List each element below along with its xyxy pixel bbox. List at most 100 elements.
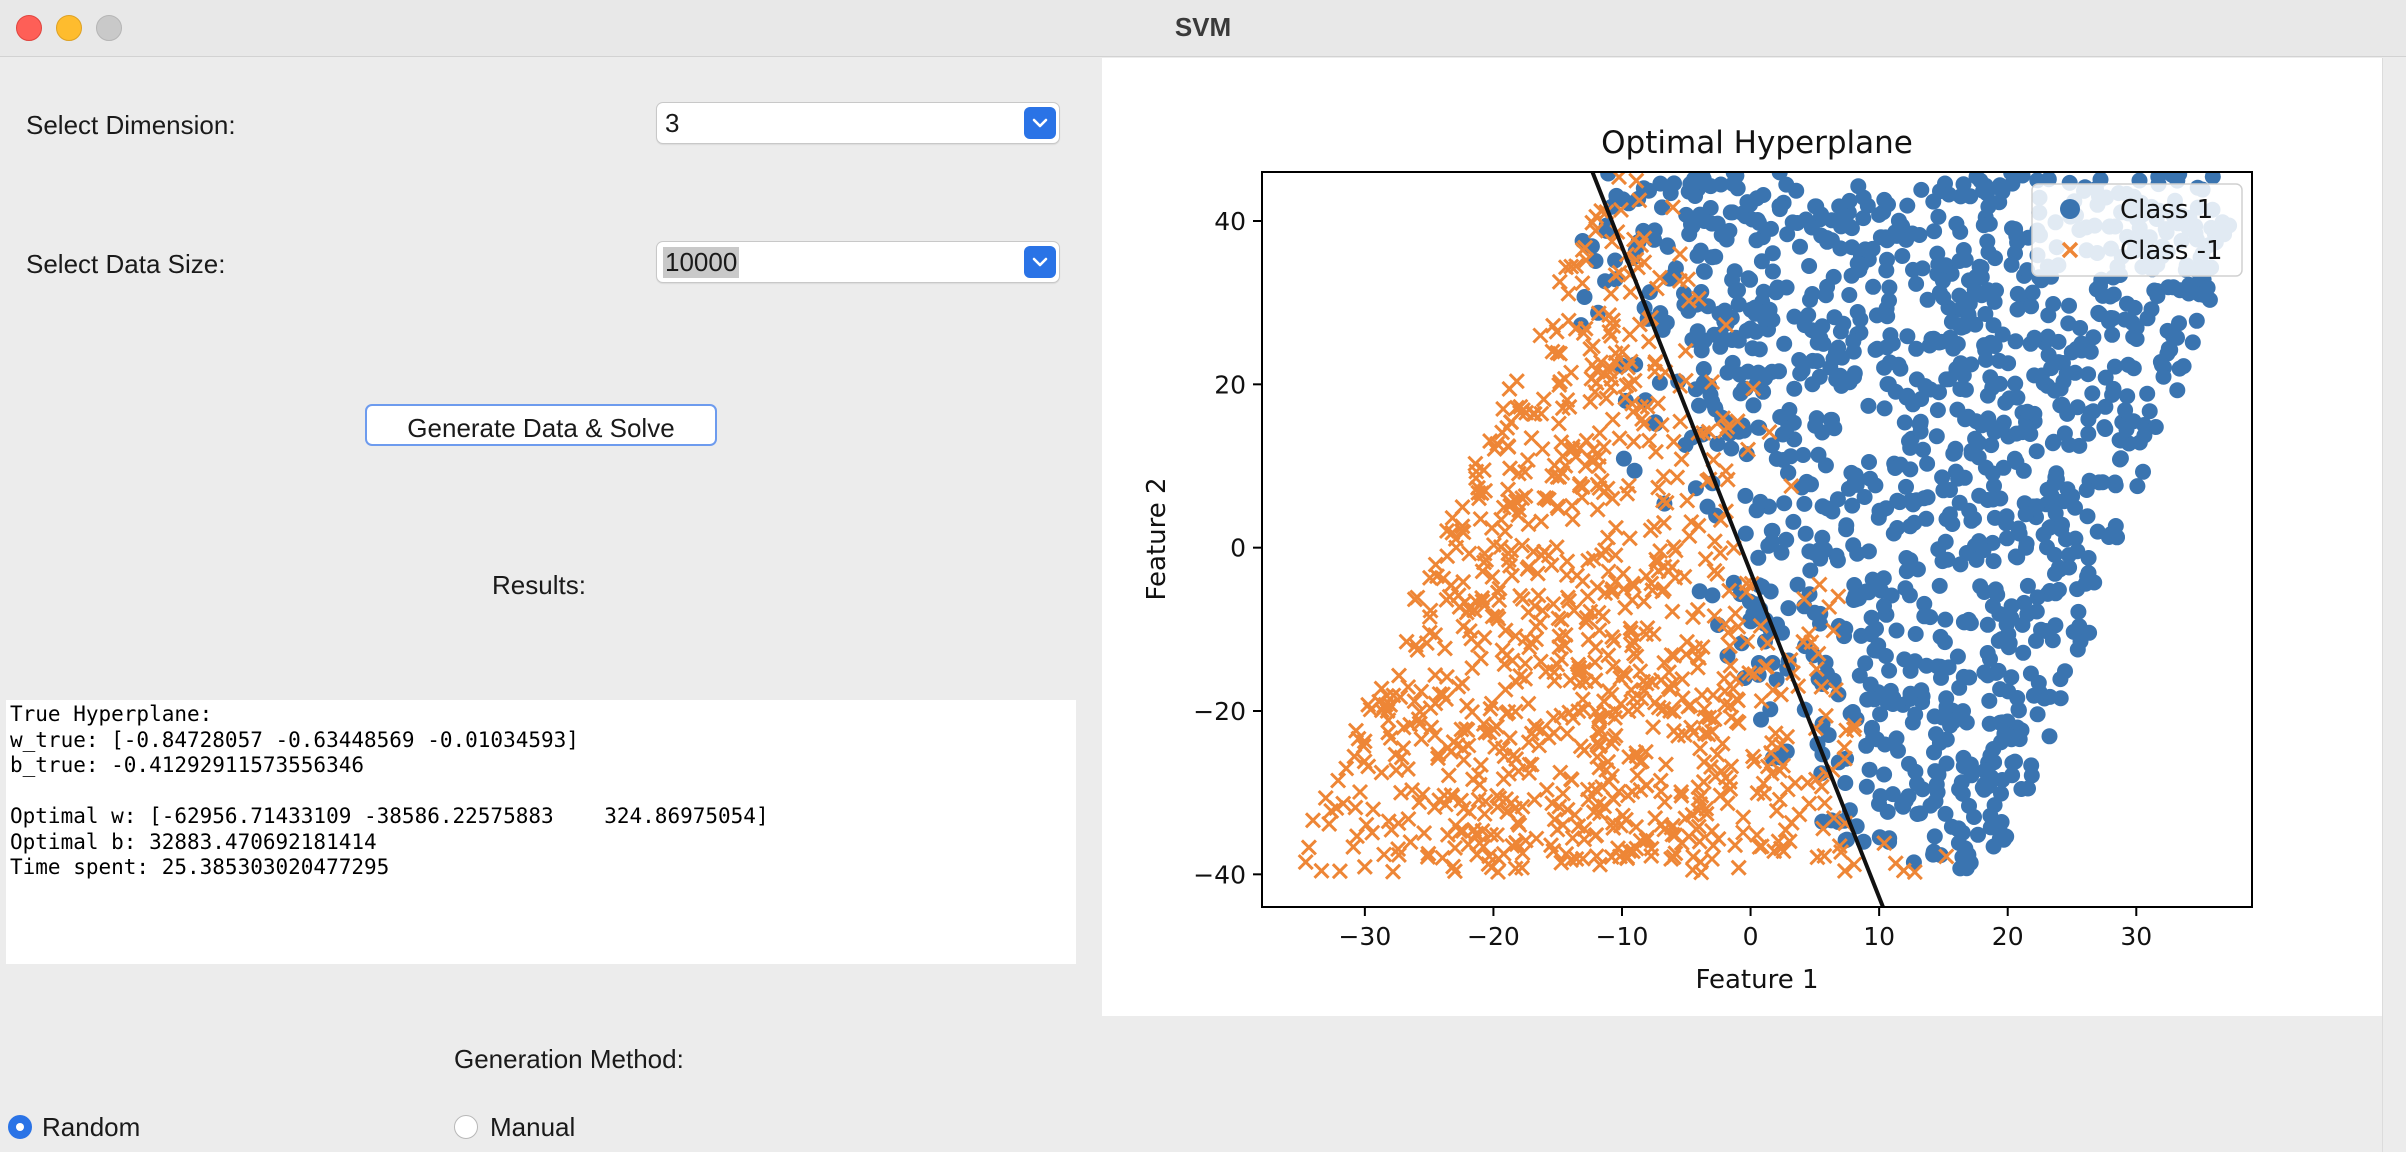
class-1-point <box>1652 175 1669 192</box>
class-neg-1-point <box>1681 528 1698 545</box>
class-1-point <box>2082 343 2099 360</box>
class-1-point <box>1977 306 1994 322</box>
generate-solve-button[interactable]: Generate Data & Solve <box>365 404 717 446</box>
class-neg-1-point <box>1712 544 1729 562</box>
class-neg-1-point <box>1500 765 1518 782</box>
class-neg-1-point <box>1591 737 1609 754</box>
manual-radio[interactable] <box>454 1115 478 1139</box>
class-1-point <box>2047 505 2064 522</box>
class-neg-1-point <box>1571 440 1589 457</box>
class-1-point <box>1813 206 1830 223</box>
class-1-point <box>2124 314 2141 331</box>
results-line: Optimal b: 32883.470692181414 <box>10 829 377 854</box>
class-1-point <box>1852 311 1869 328</box>
class-1-point <box>2003 256 2020 273</box>
class-neg-1-point <box>1483 695 1500 712</box>
class-1-point <box>1896 414 1913 431</box>
class-1-point <box>1890 356 1907 373</box>
class-neg-1-point <box>1438 522 1456 539</box>
class-1-point <box>1991 194 2008 211</box>
class-1-point <box>1907 626 1924 642</box>
class-1-point <box>1927 763 1944 780</box>
class-1-point <box>2204 172 2221 185</box>
class-neg-1-point <box>1677 810 1694 827</box>
class-1-point <box>1796 317 1813 334</box>
class-neg-1-point <box>1679 492 1696 509</box>
data-size-select[interactable]: 10000 <box>656 241 1060 283</box>
class-neg-1-point <box>1625 231 1643 248</box>
class-1-point <box>2162 341 2179 358</box>
class-1-point <box>1851 667 1868 684</box>
class-1-point <box>1797 525 1814 542</box>
class-neg-1-point <box>1831 838 1848 855</box>
manual-radio-label[interactable]: Manual <box>490 1112 576 1142</box>
class-neg-1-point <box>1427 695 1444 712</box>
class-1-point <box>1928 428 1945 445</box>
class-1-point <box>1802 291 1818 308</box>
y-tick-label: 40 <box>1214 207 1246 236</box>
minimize-window-button[interactable] <box>56 15 82 41</box>
class-1-point <box>1901 755 1917 772</box>
class-1-point <box>1763 220 1779 237</box>
class-neg-1-point <box>1757 658 1774 675</box>
class-neg-1-point <box>1577 320 1594 337</box>
class-1-point <box>1985 553 2002 570</box>
class-neg-1-point <box>1436 640 1453 657</box>
class-neg-1-point <box>1532 327 1549 344</box>
class-1-point <box>2108 529 2125 545</box>
class-1-point <box>2001 727 2017 744</box>
class-1-point <box>2063 344 2080 361</box>
class-1-point <box>2080 366 2097 383</box>
class-1-point <box>1740 363 1756 380</box>
zoom-window-button[interactable] <box>96 15 122 41</box>
class-1-point <box>1898 563 1915 580</box>
class-1-point <box>2097 369 2114 386</box>
chevron-down-icon[interactable] <box>1024 246 1056 278</box>
class-neg-1-point <box>1656 793 1673 811</box>
random-radio[interactable] <box>8 1115 32 1139</box>
random-radio-label[interactable]: Random <box>42 1112 141 1142</box>
class-1-point <box>2023 298 2040 315</box>
class-neg-1-point <box>1735 809 1752 826</box>
class-neg-1-point <box>1563 364 1580 381</box>
class-neg-1-point <box>1453 721 1470 738</box>
x-tick-label: 30 <box>2120 922 2152 951</box>
class-1-point <box>1937 533 1954 550</box>
data-size-select-value[interactable]: 10000 <box>663 247 740 278</box>
class-1-point <box>1695 374 1712 391</box>
legend-x-marker <box>2061 241 2079 259</box>
class-1-point <box>1929 245 1946 262</box>
class-1-point <box>1949 648 1966 665</box>
class-neg-1-point <box>1575 325 1592 342</box>
class-1-point <box>1748 232 1765 249</box>
class-neg-1-point <box>1420 845 1437 862</box>
class-1-point <box>1876 359 1893 376</box>
class-neg-1-point <box>1595 365 1612 382</box>
class-neg-1-point <box>1530 587 1547 604</box>
class-1-point <box>1922 797 1939 814</box>
class-1-point <box>1902 518 1919 535</box>
class-neg-1-point <box>1501 460 1519 477</box>
results-text-area[interactable]: True Hyperplane: w_true: [-0.84728057 -0… <box>6 700 1076 964</box>
close-window-button[interactable] <box>16 15 42 41</box>
class-1-point <box>1919 291 1936 308</box>
x-axis-label: Feature 1 <box>1695 965 1818 995</box>
class-1-point <box>1951 494 1968 511</box>
class-neg-1-point <box>1589 501 1606 518</box>
class-neg-1-point <box>1646 355 1664 372</box>
class-neg-1-point <box>1489 435 1506 452</box>
class-neg-1-point <box>1607 267 1624 284</box>
class-neg-1-point <box>1717 316 1735 333</box>
chevron-down-icon[interactable] <box>1024 107 1056 139</box>
class-1-point <box>2041 728 2058 745</box>
class-neg-1-point <box>1690 290 1707 307</box>
class-1-point <box>2088 281 2105 298</box>
dimension-select[interactable]: 3 <box>656 102 1060 144</box>
class-1-point <box>2024 284 2041 301</box>
class-1-point <box>1899 328 1916 345</box>
class-neg-1-point <box>1390 815 1407 832</box>
class-1-point <box>1938 511 1955 528</box>
class-1-point <box>1713 226 1730 243</box>
class-neg-1-point <box>1468 463 1485 480</box>
class-1-point <box>1929 402 1946 419</box>
